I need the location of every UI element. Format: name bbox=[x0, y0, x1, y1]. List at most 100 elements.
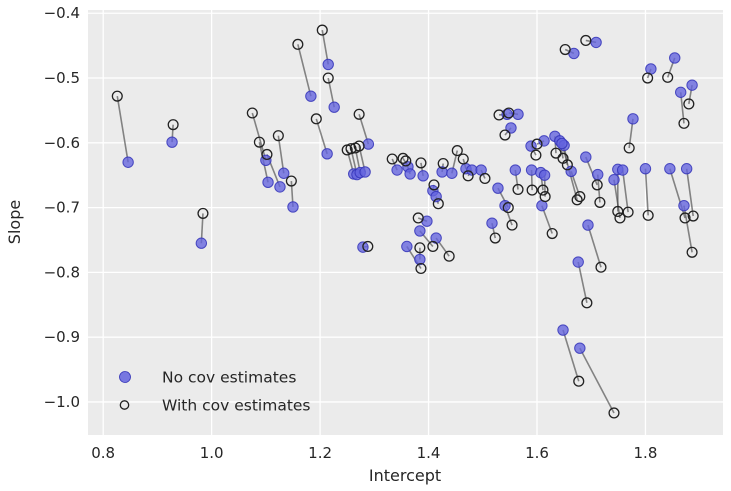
with-cov-point bbox=[662, 71, 674, 83]
with-cov-point bbox=[686, 246, 698, 258]
no-cov-point bbox=[580, 151, 592, 163]
pair-connector-line bbox=[277, 135, 285, 174]
with-cov-point bbox=[400, 155, 412, 167]
with-cov-point bbox=[167, 119, 179, 131]
with-cov-point bbox=[503, 107, 515, 119]
with-cov-point bbox=[506, 219, 518, 231]
with-cov-point bbox=[489, 232, 501, 244]
with-cov-point bbox=[499, 129, 511, 141]
no-cov-point bbox=[414, 253, 426, 266]
no-cov-point bbox=[499, 199, 511, 212]
pair-connector-line bbox=[562, 329, 580, 382]
no-cov-point bbox=[669, 52, 681, 64]
with-cov-point bbox=[679, 212, 691, 224]
with-cov-point bbox=[428, 179, 440, 191]
with-cov-point bbox=[539, 191, 551, 203]
pair-connector-line bbox=[621, 169, 629, 213]
with-cov-point bbox=[580, 34, 592, 46]
no-cov-point bbox=[608, 174, 620, 186]
with-cov-point bbox=[574, 191, 586, 203]
no-cov-point bbox=[675, 86, 687, 98]
pair-connector-line bbox=[613, 179, 621, 219]
no-cov-point bbox=[359, 166, 371, 178]
no-cov-point bbox=[404, 168, 416, 180]
with-cov-point bbox=[581, 297, 593, 309]
no-cov-point bbox=[664, 163, 676, 175]
no-cov-point bbox=[572, 256, 584, 268]
no-cov-point bbox=[509, 164, 522, 176]
no-cov-point bbox=[538, 169, 551, 181]
with-cov-point bbox=[531, 138, 543, 150]
no-cov-point bbox=[362, 138, 375, 150]
with-cov-point bbox=[561, 159, 573, 171]
y-tick-label: −0.5 bbox=[44, 69, 80, 87]
no-cov-point bbox=[486, 217, 498, 229]
no-cov-point bbox=[492, 182, 504, 194]
with-cov-point bbox=[530, 149, 542, 161]
with-cov-point bbox=[687, 210, 699, 222]
pair-connector-line bbox=[321, 29, 330, 65]
with-cov-point bbox=[427, 240, 439, 253]
with-cov-point bbox=[253, 136, 265, 148]
no-cov-point bbox=[592, 168, 604, 181]
no-cov-point bbox=[446, 167, 458, 179]
with-cov-point bbox=[432, 198, 444, 210]
with-cov-point bbox=[594, 196, 606, 208]
y-tick-label: −0.8 bbox=[44, 263, 80, 281]
with-cov-point bbox=[412, 212, 424, 224]
with-cov-point bbox=[272, 130, 284, 142]
y-tick-label: −0.7 bbox=[44, 199, 80, 217]
no-cov-point bbox=[678, 199, 690, 212]
no-cov-point bbox=[274, 181, 286, 193]
pair-connector-line bbox=[685, 168, 694, 217]
y-tick-label: −0.6 bbox=[44, 134, 80, 152]
pair-connector-line bbox=[644, 168, 649, 216]
with-cov-point bbox=[415, 157, 427, 169]
legend-label-no-cov: No cov estimates bbox=[162, 369, 296, 387]
no-cov-point bbox=[525, 140, 537, 152]
with-cov-point bbox=[451, 145, 463, 157]
no-cov-legend-marker-icon bbox=[119, 371, 131, 383]
with-cov-point bbox=[292, 38, 304, 50]
with-cov-point bbox=[546, 227, 558, 240]
with-cov-point bbox=[386, 153, 398, 165]
x-tick-labels: 0.8 1.0 1.2 1.4 1.6 1.8 bbox=[91, 444, 657, 462]
with-cov-point bbox=[571, 194, 583, 206]
with-cov-point bbox=[285, 175, 297, 187]
with-cov-point bbox=[316, 24, 328, 36]
no-cov-point bbox=[417, 170, 429, 182]
with-cov-point bbox=[479, 172, 491, 184]
with-cov-point bbox=[197, 207, 209, 219]
with-cov-point bbox=[623, 142, 635, 154]
with-cov-point bbox=[502, 202, 514, 214]
no-cov-point bbox=[414, 225, 426, 237]
with-cov-point bbox=[310, 113, 322, 125]
no-cov-point bbox=[680, 163, 693, 175]
no-cov-point bbox=[166, 136, 178, 148]
x-axis-label: Intercept bbox=[369, 466, 441, 485]
with-cov-point bbox=[608, 407, 620, 419]
no-cov-point bbox=[627, 113, 639, 125]
x-tick-label: 1.2 bbox=[308, 444, 332, 462]
pair-connector-line bbox=[587, 224, 602, 268]
x-tick-label: 1.0 bbox=[200, 444, 224, 462]
no-cov-point bbox=[278, 167, 290, 179]
no-cov-point bbox=[322, 58, 334, 71]
with-cov-point bbox=[622, 206, 634, 218]
with-cov-point bbox=[111, 90, 123, 102]
no-cov-point bbox=[122, 156, 134, 168]
pair-connector-line bbox=[297, 44, 312, 97]
no-cov-point bbox=[616, 164, 629, 176]
with-cov-point bbox=[397, 152, 409, 164]
x-tick-label: 0.8 bbox=[91, 444, 115, 462]
with-cov-point bbox=[322, 72, 334, 84]
with-cov-point bbox=[457, 153, 469, 165]
no-cov-point bbox=[505, 122, 517, 134]
y-axis-label: Slope bbox=[5, 200, 24, 244]
with-cov-point bbox=[678, 117, 690, 129]
with-cov-point bbox=[559, 43, 571, 56]
with-cov-point bbox=[614, 212, 626, 224]
pair-connector-line bbox=[579, 347, 615, 414]
